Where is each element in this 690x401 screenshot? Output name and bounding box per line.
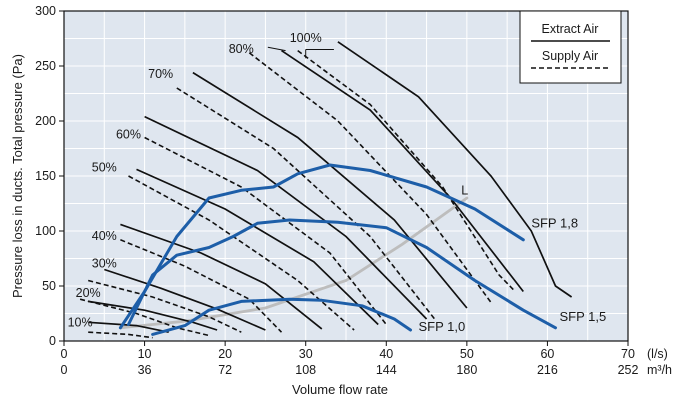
y-tick-label: 50 xyxy=(42,279,56,293)
extract-air-curve-10pct xyxy=(88,321,169,334)
extract-air-curve-80pct xyxy=(281,49,524,293)
x-tick-label-m3h: 108 xyxy=(295,363,316,377)
supply-air-curve-50pct xyxy=(128,175,355,331)
x-tick-label: 70 xyxy=(621,347,635,361)
supply-air-curve-40pct xyxy=(120,239,283,333)
x-unit-secondary: m³/h xyxy=(647,363,672,377)
x-tick-label: 60 xyxy=(540,347,554,361)
sfp-curve xyxy=(118,163,525,330)
speed-label: 70% xyxy=(148,67,173,81)
speed-label: 40% xyxy=(92,229,117,243)
x-tick-label: 50 xyxy=(460,347,474,361)
speed-label: 10% xyxy=(68,316,93,330)
x-tick-label-m3h: 144 xyxy=(376,363,397,377)
x-tick-label-m3h: 252 xyxy=(618,363,639,377)
extract-air-curve-70pct xyxy=(192,71,468,309)
x-tick-label-m3h: 36 xyxy=(138,363,152,377)
supply-air-curve-70pct xyxy=(176,87,436,320)
supply-air-curve-10pct xyxy=(88,331,153,339)
supply-air-curve-100pct xyxy=(297,49,516,293)
x-tick-label: 10 xyxy=(138,347,152,361)
y-tick-label: 0 xyxy=(49,334,56,348)
sfp-curve xyxy=(127,218,557,330)
legend-label-supply-air: Supply Air xyxy=(542,49,598,63)
curves xyxy=(79,41,573,339)
sfp-label: SFP 1,0 xyxy=(419,319,466,334)
y-axis-ticks: 0 50 100 150 200 250 300 xyxy=(35,4,64,348)
x-unit-primary: (l/s) xyxy=(647,347,668,361)
y-tick-label: 100 xyxy=(35,224,56,238)
sfp-curve xyxy=(151,297,412,336)
x-tick-label-m3h: 216 xyxy=(537,363,558,377)
plot-border xyxy=(63,10,629,342)
x-tick-label: 40 xyxy=(379,347,393,361)
extract-air-curve-60pct xyxy=(144,115,428,320)
x-tick-label: 0 xyxy=(61,347,68,361)
y-tick-label: 300 xyxy=(35,4,56,18)
speed-label: 30% xyxy=(92,256,117,270)
legend-label-extract-air: Extract Air xyxy=(542,22,599,36)
sfp-label: SFP 1,5 xyxy=(560,309,607,324)
y-tick-label: 200 xyxy=(35,114,56,128)
extract-air-curve-30pct xyxy=(104,268,266,331)
curve-labels: 10% 20% 30% 40% 50% 60% 70% 80% 100% SFP 1,8 SFP 1… xyxy=(68,31,607,334)
x-tick-label-m3h: 72 xyxy=(218,363,232,377)
speed-label: 20% xyxy=(76,286,101,300)
x-tick-label: 30 xyxy=(299,347,313,361)
sfp-label: SFP 1,8 xyxy=(531,216,578,231)
speed-label: 60% xyxy=(116,128,141,142)
system-curve-l xyxy=(119,196,469,330)
x-tick-label-m3h: 0 xyxy=(61,363,68,377)
y-tick-label: 250 xyxy=(35,59,56,73)
speed-label-leader xyxy=(267,46,286,52)
system-curve-label: L xyxy=(461,184,468,198)
extract-air-curve-20pct xyxy=(88,300,218,331)
speed-label: 80% xyxy=(229,42,254,56)
extract-air-curve-40pct xyxy=(120,223,323,330)
supply-air-curve-80pct xyxy=(248,52,492,303)
extract-air-curve-100pct xyxy=(337,41,573,298)
x-tick-label-m3h: 180 xyxy=(456,363,477,377)
speed-label: 50% xyxy=(92,161,117,175)
speed-label: 100% xyxy=(290,31,322,45)
extract-air-curve-50pct xyxy=(136,168,379,326)
legend: Extract Air Supply Air xyxy=(519,10,622,84)
y-axis-title: Pressure loss in ducts. Total pressure (… xyxy=(10,54,25,298)
x-axis-title: Volume flow rate xyxy=(292,382,388,397)
y-tick-label: 150 xyxy=(35,169,56,183)
supply-air-curve-30pct xyxy=(88,279,242,333)
x-axis-ticks: 0 0 10 36 20 72 30 108 40 144 50 180 60 216 70 252 xyxy=(61,341,639,377)
x-tick-label: 20 xyxy=(218,347,232,361)
legend-box xyxy=(519,10,622,84)
